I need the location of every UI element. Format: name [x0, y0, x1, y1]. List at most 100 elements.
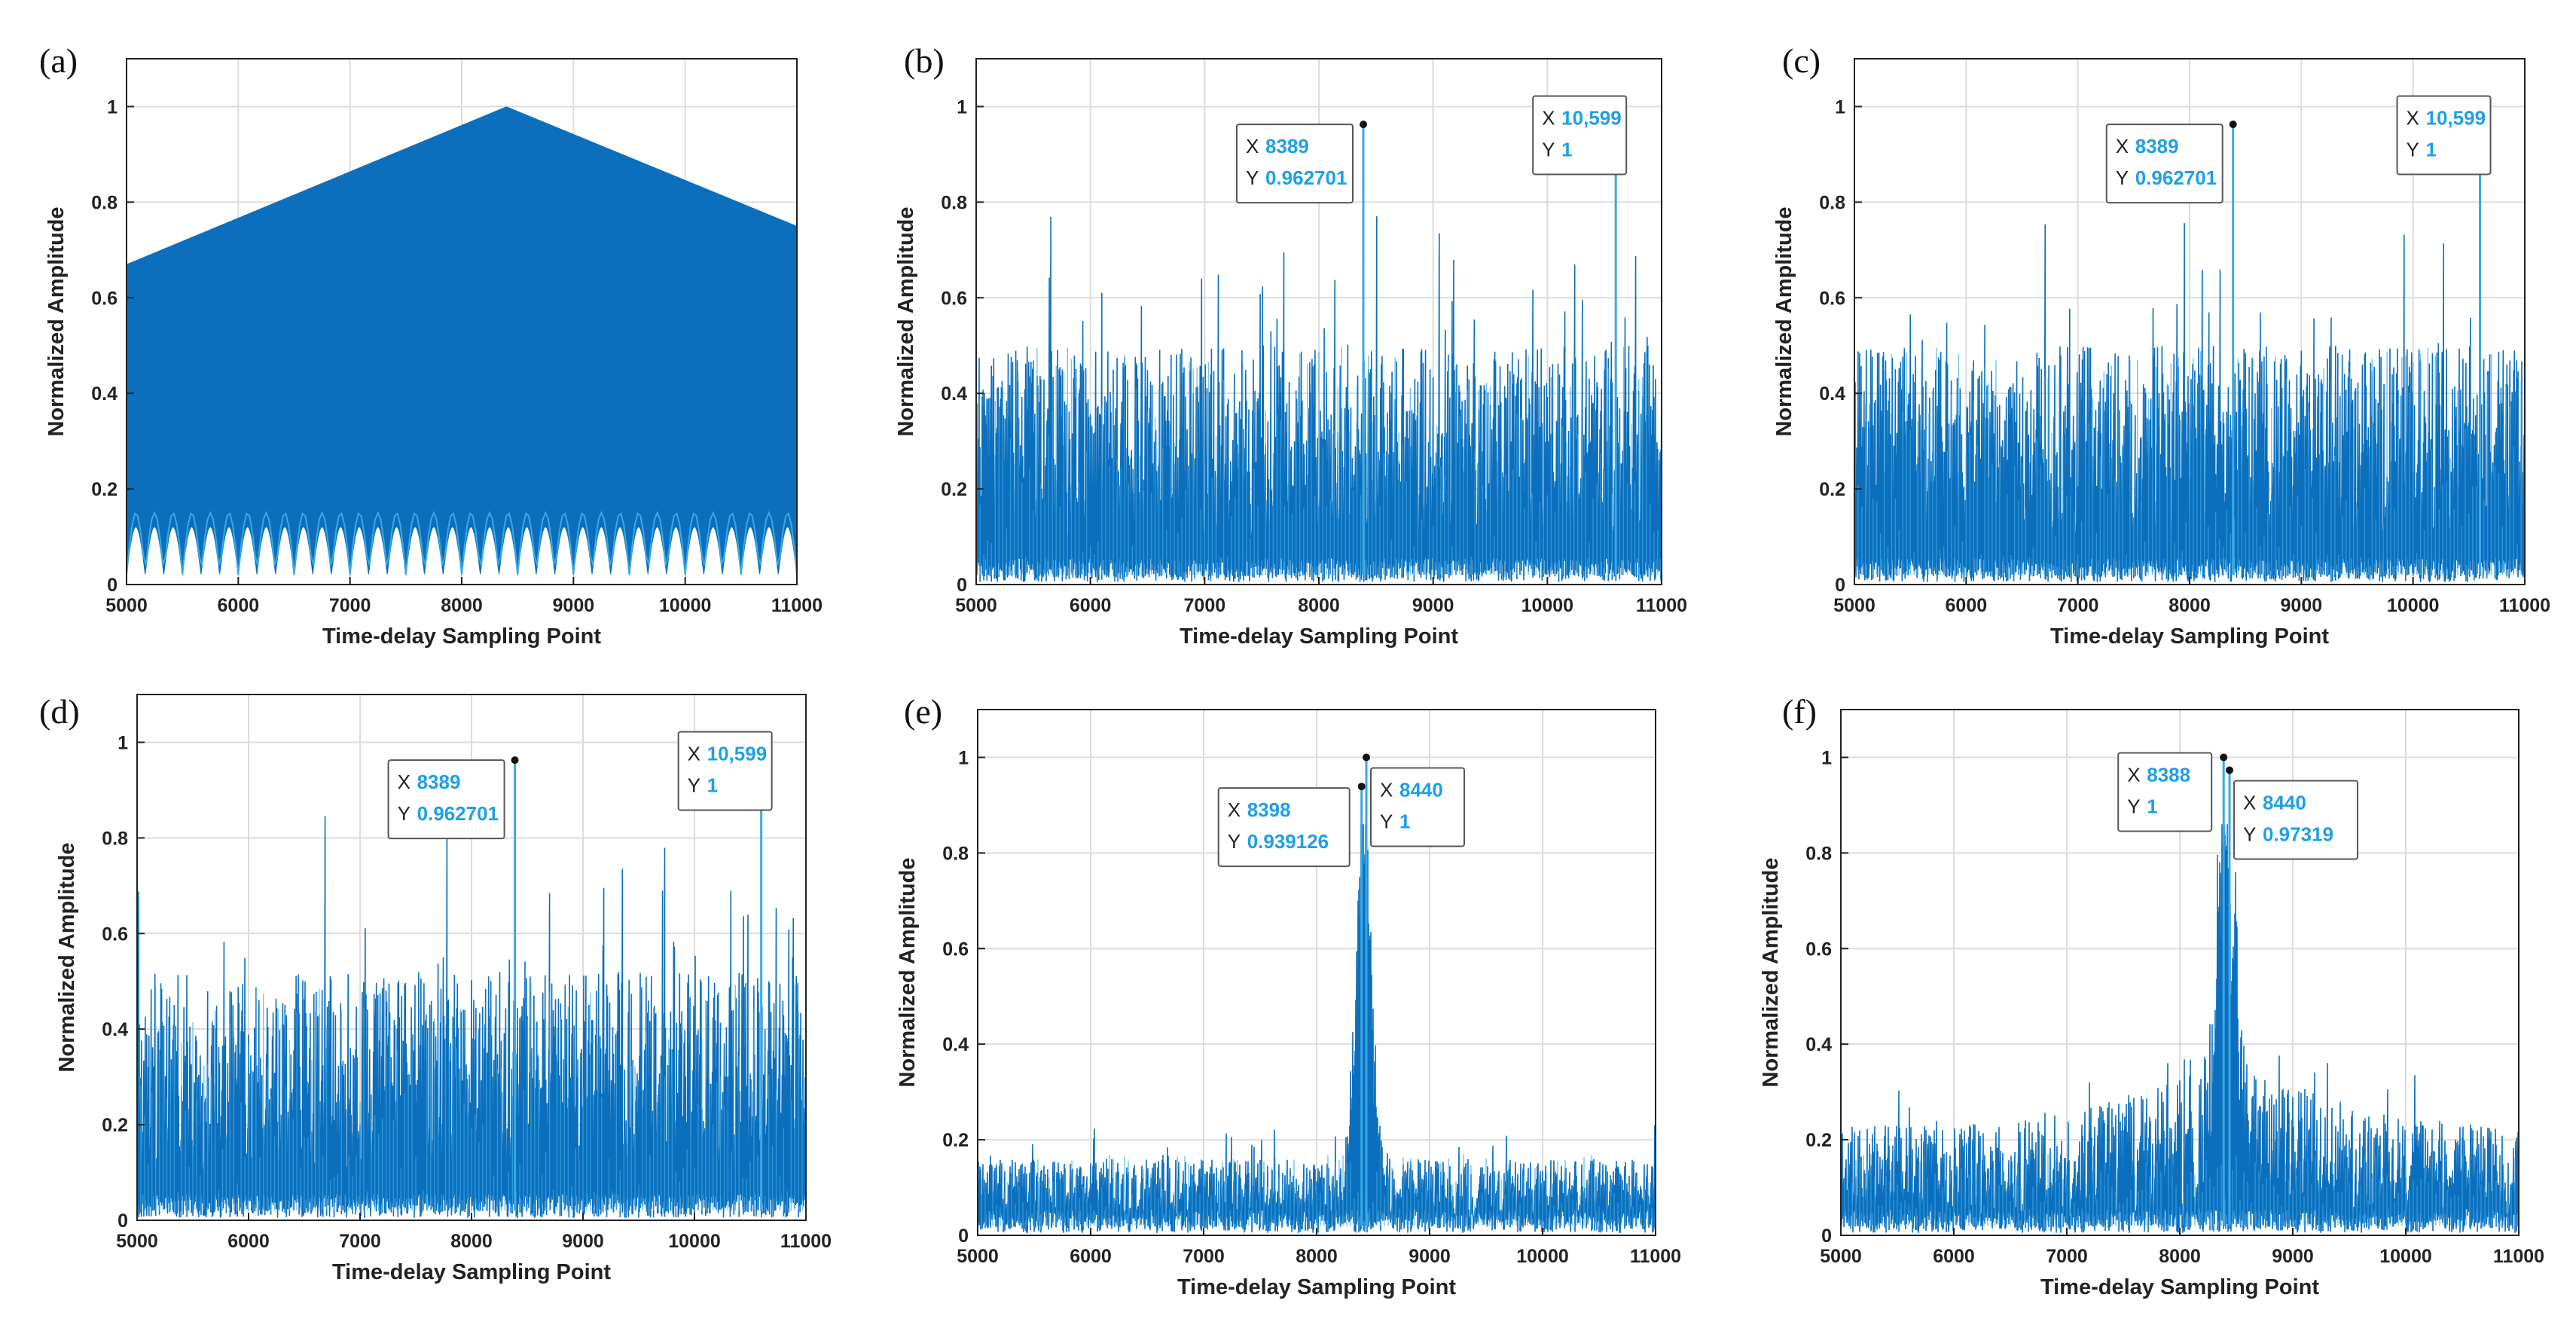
- y-tick-label: 0.2: [941, 479, 967, 500]
- datatip-y-value: 1: [2426, 138, 2437, 160]
- y-tick-label: 1: [958, 747, 969, 768]
- datatip-x-value: 8389: [417, 771, 461, 793]
- x-tick-label: 5000: [105, 595, 148, 616]
- peak-marker[interactable]: [1363, 753, 1370, 762]
- x-tick-label: 5000: [957, 1246, 999, 1267]
- panel-label: (b): [904, 41, 945, 80]
- x-tick-label: 11000: [1630, 1246, 1681, 1267]
- datatip-x-value: 8398: [1247, 798, 1291, 821]
- x-axis-title: Time-delay Sampling Point: [1180, 624, 1458, 649]
- y-tick-label: 0: [958, 1226, 969, 1247]
- datatip[interactable]: X 10,599 Y 1: [1532, 95, 1628, 176]
- x-axis-title: Time-delay Sampling Point: [2050, 624, 2329, 649]
- datatip-y-key: Y: [2407, 138, 2419, 160]
- datatip[interactable]: X 8440 Y 1: [1370, 767, 1465, 847]
- panel-label: (e): [904, 692, 942, 731]
- y-tick-label: 0.4: [1805, 1034, 1832, 1055]
- y-tick-label: 0.4: [942, 1034, 969, 1055]
- x-tick-label: 5000: [1833, 595, 1876, 616]
- x-tick-label: 5000: [116, 1231, 158, 1252]
- x-tick-label: 10000: [668, 1231, 721, 1252]
- x-tick-label: 9000: [1412, 595, 1454, 616]
- datatip[interactable]: X 8389 Y 0.962701: [387, 759, 505, 840]
- datatip-x-value: 8389: [2135, 135, 2179, 157]
- y-axis-title: Normalized Amplitude: [44, 206, 69, 436]
- panel-label: (c): [1782, 41, 1821, 80]
- y-axis-title: Normalized Amplitude: [896, 857, 920, 1087]
- y-tick-label: 0.4: [941, 383, 967, 405]
- datatip-x-key: X: [688, 742, 700, 765]
- datatip-box: [1532, 95, 1628, 176]
- datatip-y-value: 0.962701: [1265, 166, 1347, 189]
- datatip-y-value: 0.97319: [2263, 823, 2333, 845]
- datatip-x-key: X: [2243, 791, 2256, 814]
- datatip-y-key: Y: [1228, 830, 1241, 853]
- y-tick-label: 0.8: [942, 843, 969, 864]
- datatip-x-key: X: [1228, 798, 1241, 821]
- y-axis-title: Normalized Amplitude: [1772, 206, 1796, 436]
- peak-marker[interactable]: [2229, 121, 2237, 129]
- y-tick-label: 0.6: [102, 923, 128, 945]
- datatip[interactable]: X 10,599 Y 1: [677, 731, 773, 811]
- peak-marker[interactable]: [511, 756, 519, 765]
- x-tick-label: 7000: [1184, 595, 1226, 616]
- datatip-x-key: X: [2116, 135, 2129, 157]
- peak-marker[interactable]: [1359, 121, 1367, 129]
- peak-marker[interactable]: [2220, 753, 2228, 762]
- datatip-y-key: Y: [1246, 166, 1259, 189]
- datatip-y-value: 1: [707, 774, 718, 796]
- datatip[interactable]: X 10,599 Y 1: [2396, 95, 2492, 176]
- peak-marker[interactable]: [2226, 766, 2233, 774]
- y-tick-label: 1: [957, 96, 967, 118]
- panel-label: (d): [39, 692, 80, 731]
- datatip-y-value: 0.962701: [417, 802, 499, 825]
- panel-label: (a): [39, 41, 78, 80]
- peak-marker[interactable]: [1357, 783, 1366, 791]
- datatip-y-key: Y: [2116, 166, 2129, 189]
- datatip-x-value: 8440: [1399, 778, 1443, 801]
- x-tick-label: 8000: [1298, 595, 1340, 616]
- x-axis-title: Time-delay Sampling Point: [1177, 1275, 1456, 1299]
- y-tick-label: 0.6: [1819, 288, 1845, 309]
- panel-label: (f): [1782, 692, 1817, 731]
- datatip-y-key: Y: [688, 774, 700, 796]
- x-tick-label: 6000: [218, 595, 260, 616]
- panel-f: (f) 5000 6000 7000 8000 9000 10000 11000 0 0.2 0.4…: [1759, 692, 2544, 1299]
- y-axis-title: Normalized Amplitude: [1759, 857, 1783, 1087]
- datatip[interactable]: X 8389 Y 0.962701: [1235, 124, 1354, 204]
- x-tick-label: 10000: [2387, 595, 2440, 616]
- x-tick-label: 11000: [771, 595, 823, 616]
- panel-b: (b) 5000 6000 7000 8000 9000 10000 11000 0 0.2 0.4…: [894, 41, 1687, 649]
- datatip[interactable]: X 8398 Y 0.939126: [1217, 787, 1351, 868]
- y-tick-label: 0.4: [1819, 383, 1845, 405]
- datatip-y-key: Y: [398, 802, 411, 825]
- y-tick-label: 0: [957, 575, 967, 596]
- datatip[interactable]: X 8389 Y 0.962701: [2105, 124, 2223, 204]
- datatip-y-value: 0.939126: [1247, 830, 1329, 853]
- x-tick-label: 11000: [2493, 1246, 2544, 1267]
- datatip-y-key: Y: [1542, 138, 1555, 160]
- y-tick-label: 0.2: [91, 479, 118, 500]
- x-tick-label: 7000: [339, 1231, 381, 1252]
- x-tick-label: 6000: [227, 1231, 270, 1252]
- x-tick-label: 9000: [2272, 1246, 2314, 1267]
- datatip-x-value: 10,599: [707, 742, 768, 765]
- panel-d: (d) 5000 6000 7000 8000 9000 10000 11000 0 0.2 0.4…: [39, 692, 832, 1284]
- datatip-box: [387, 759, 505, 840]
- x-axis-title: Time-delay Sampling Point: [332, 1260, 611, 1284]
- datatip-x-key: X: [398, 771, 411, 793]
- x-tick-label: 9000: [562, 1231, 604, 1252]
- datatip-y-value: 1: [1561, 138, 1572, 160]
- x-tick-label: 7000: [329, 595, 371, 616]
- datatip-x-value: 8389: [1265, 135, 1309, 157]
- y-tick-label: 0.4: [102, 1019, 128, 1040]
- datatip-x-key: X: [1380, 778, 1393, 801]
- datatip-x-key: X: [2127, 763, 2140, 786]
- datatip-y-key: Y: [1380, 810, 1393, 832]
- datatip[interactable]: X 8440 Y 0.97319: [2233, 780, 2358, 860]
- x-tick-label: 10000: [2379, 1246, 2432, 1267]
- y-tick-label: 0.2: [1819, 479, 1845, 500]
- datatip-box: [2233, 780, 2358, 860]
- datatip[interactable]: X 8388 Y 1: [2117, 752, 2213, 832]
